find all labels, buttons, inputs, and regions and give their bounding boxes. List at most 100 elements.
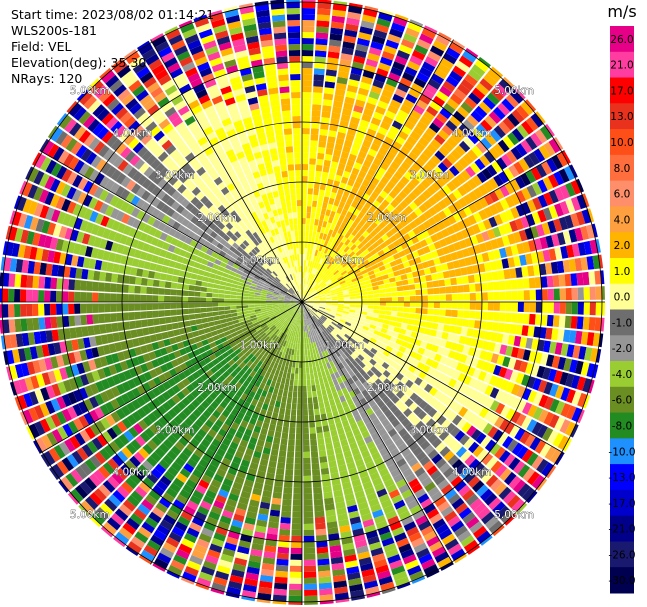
velocity-gate [583, 240, 592, 255]
velocity-gate [332, 9, 346, 18]
velocity-gate [589, 286, 596, 300]
velocity-gate [299, 361, 302, 368]
velocity-gate [379, 293, 386, 298]
velocity-gate [353, 181, 362, 190]
velocity-gate [347, 269, 354, 275]
velocity-gate [547, 174, 559, 188]
velocity-gate [99, 271, 107, 282]
velocity-gate [319, 297, 326, 300]
velocity-gate [386, 180, 396, 190]
velocity-gate [462, 318, 470, 328]
velocity-gate [314, 516, 326, 524]
velocity-gate [8, 304, 15, 318]
velocity-gate [393, 326, 401, 333]
velocity-gate [437, 272, 445, 280]
velocity-gate [8, 273, 16, 287]
velocity-gate [384, 315, 391, 321]
velocity-gate [498, 79, 513, 93]
velocity-gate [391, 297, 398, 302]
velocity-gate [194, 291, 201, 297]
velocity-gate [44, 290, 51, 302]
velocity-gate [480, 137, 492, 150]
velocity-gate [478, 197, 489, 209]
velocity-gate [317, 278, 322, 284]
velocity-gate [429, 170, 440, 181]
velocity-gate [516, 278, 524, 290]
velocity-gate [548, 248, 557, 261]
velocity-gate [365, 252, 373, 259]
velocity-gate [390, 161, 400, 171]
velocity-gate [577, 242, 587, 256]
velocity-gate [383, 319, 390, 325]
velocity-gate [312, 396, 318, 404]
velocity-gate [328, 172, 336, 181]
velocity-gate [316, 158, 324, 166]
velocity-gate [484, 240, 493, 251]
velocity-gate [537, 339, 545, 352]
velocity-gate [376, 276, 383, 282]
velocity-gate [319, 588, 333, 596]
velocity-gate [366, 226, 374, 234]
velocity-gate [601, 302, 605, 316]
velocity-gate [309, 287, 314, 293]
velocity-gate [292, 517, 302, 524]
velocity-gate [414, 172, 425, 183]
velocity-gate [326, 203, 333, 211]
velocity-gate [283, 420, 290, 428]
velocity-gate [505, 291, 512, 301]
velocity-gate [453, 88, 467, 101]
velocity-gate [296, 349, 300, 356]
velocity-gate [62, 291, 69, 302]
velocity-gate [146, 303, 153, 311]
velocity-gate [429, 266, 437, 274]
velocity-gate [313, 225, 318, 232]
velocity-gate [548, 138, 561, 154]
velocity-gate [345, 280, 353, 285]
velocity-gate [324, 81, 336, 89]
velocity-gate [326, 280, 332, 286]
velocity-gate [321, 246, 326, 253]
velocity-gate [313, 487, 323, 494]
velocity-gate [277, 389, 284, 396]
velocity-gate [284, 475, 293, 482]
velocity-gate [182, 302, 189, 309]
velocity-gate [342, 41, 355, 50]
velocity-gate [534, 314, 542, 326]
velocity-gate [399, 328, 407, 335]
velocity-gate [537, 194, 548, 208]
velocity-gate [442, 246, 450, 255]
velocity-gate [521, 187, 532, 201]
velocity-gate [331, 230, 337, 238]
velocity-gate [392, 239, 401, 248]
velocity-gate [274, 400, 281, 408]
velocity-gate [385, 110, 396, 120]
velocity-gate [310, 128, 319, 135]
velocity-gate [50, 277, 58, 290]
velocity-gate [320, 117, 330, 124]
velocity-gate [302, 290, 305, 297]
velocity-gate [303, 457, 311, 464]
velocity-gate [318, 279, 324, 285]
velocity-gate [134, 311, 141, 320]
velocity-gate [311, 122, 320, 129]
velocity-gate [337, 70, 349, 79]
velocity-gate [287, 391, 293, 398]
velocity-gate [572, 243, 581, 257]
velocity-gate [289, 421, 296, 428]
velocity-gate [314, 237, 319, 244]
velocity-gate [306, 278, 310, 285]
velocity-gate [403, 290, 410, 296]
velocity-gate [576, 272, 584, 286]
velocity-gate [469, 302, 476, 310]
velocity-gate [537, 179, 548, 193]
velocity-gate [410, 177, 420, 187]
velocity-gate [570, 273, 578, 286]
velocity-gate [360, 311, 368, 316]
velocity-gate [360, 269, 368, 275]
velocity-gate [325, 69, 337, 77]
velocity-gate [431, 73, 445, 85]
velocity-gate [141, 319, 148, 328]
velocity-gate [503, 269, 511, 280]
velocity-gate [433, 257, 441, 266]
velocity-gate [422, 89, 435, 100]
